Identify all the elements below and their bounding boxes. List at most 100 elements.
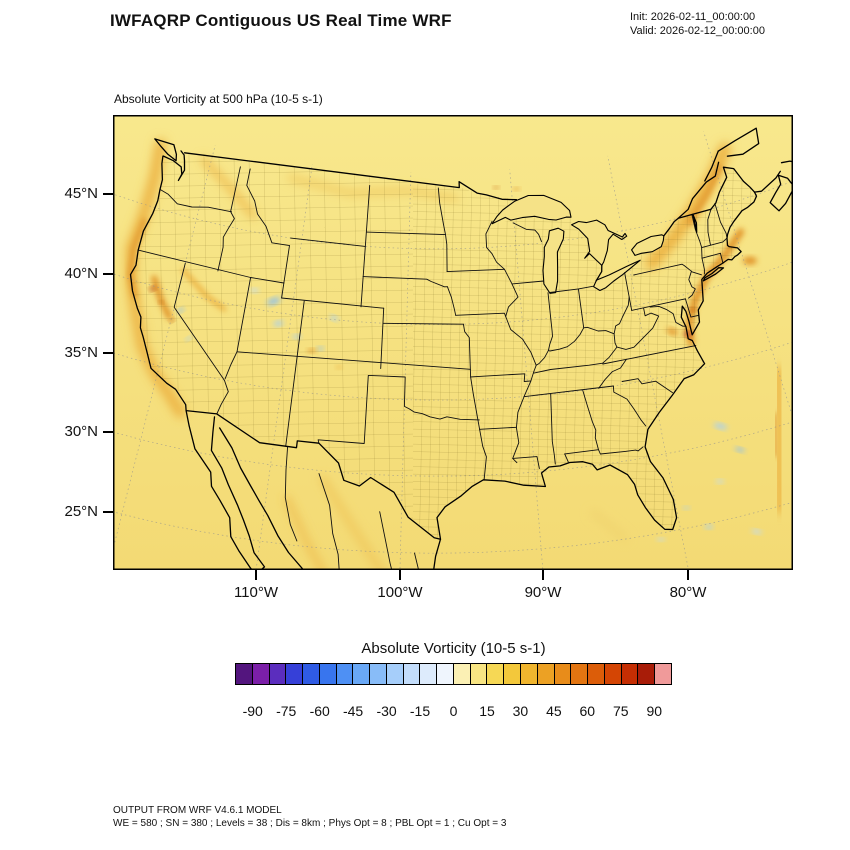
lat-axis-label: 25°N [64,503,98,520]
state-border [281,245,290,299]
colorbar-title: Absolute Vorticity (10-5 s-1) [361,640,546,657]
grid-meridian [607,155,696,607]
state-border [318,473,340,576]
lat-tick-mark [103,193,113,195]
colorbar-tick-label: -30 [376,703,397,719]
colorbar [235,663,672,685]
coastline [162,150,186,182]
colorbar-segment [386,664,404,684]
colorbar-tick-label: 15 [479,703,495,719]
lake [593,259,641,292]
colorbar-tick-label: 30 [512,703,529,719]
state-border [707,208,712,246]
init-time: Init: 2026-02-11_00:00:00 [630,11,756,23]
state-border [159,188,233,213]
colorbar-segment [336,664,354,684]
coastline [595,264,603,282]
state-border [512,456,540,470]
state-border [602,307,660,364]
lon-axis-label: 80°W [669,584,707,601]
state-border [714,202,728,239]
lat-axis-label: 35°N [64,344,98,361]
colorbar-segment [269,664,287,684]
colorbar-tick-labels: -90 -75 -60 -45 -30 -15 0 15 30 45 60 75 90 [235,703,672,721]
state-border [290,237,366,247]
coastline [210,416,266,575]
state-border [382,322,464,325]
colorbar-segment [403,664,421,684]
colorbar-segment [286,664,304,684]
state-border [512,222,542,243]
vorticity-band [773,366,785,514]
lat-axis-label: 30°N [64,423,98,440]
coastline [129,155,758,540]
colorbar-segment [504,664,522,684]
coastline [663,208,712,237]
vorticity-spot [751,529,762,534]
coastline [702,267,725,282]
coastline [753,170,781,193]
coastline [218,427,316,591]
coastline [154,138,178,162]
state-border [224,277,252,380]
model-times: Init: 2026-02-11_00:00:00 Valid: 2026-02… [630,10,765,38]
colorbar-segment [303,664,320,684]
colorbar-segment [470,664,488,684]
state-border [365,231,446,236]
colorbar-segment [319,664,337,684]
colorbar-segment [655,664,671,684]
colorbar-tick-label: 45 [546,703,562,719]
state-border [701,252,721,259]
state-border [173,262,229,415]
state-border [633,263,692,276]
state-border [535,296,630,366]
colorbar-segment [453,664,471,684]
colorbar-tick-label: -45 [342,703,364,719]
lat-axis-label: 40°N [64,265,98,282]
state-border [684,298,699,318]
colorbar-segment [638,664,656,684]
map-svg [0,115,850,632]
state-boundaries-layer [137,166,728,592]
state-border [217,211,235,272]
colorbar-segment [370,664,387,684]
state-border [691,271,702,276]
colorbar-tick-label: -15 [409,703,431,719]
state-border [621,378,673,394]
state-border [631,298,686,311]
footer: OUTPUT FROM WRF V4.6.1 MODEL WE = 580 ; … [113,804,506,830]
state-border [137,249,252,278]
state-border [462,323,481,430]
colorbar-segment [537,664,555,684]
field-subtitle: Absolute Vorticity at 500 hPa (10-5 s-1) [114,92,323,106]
state-border [577,288,585,329]
great-lakes-layer [491,194,665,294]
state-border [547,292,553,351]
coastline [717,127,760,157]
state-border [479,428,487,481]
colorbar-segment [437,664,454,684]
state-border [368,374,480,421]
vorticity-spot [683,506,690,510]
grid-parallel [14,399,850,477]
state-border [564,453,569,463]
coastline [692,213,698,233]
lat-tick-mark [103,431,113,433]
lon-tick-mark [687,570,689,580]
colorbar-tick-label: -60 [309,703,330,719]
vorticity-band [773,412,779,458]
coastline [183,152,518,201]
state-border [485,220,537,464]
colorbar-segment [571,664,589,684]
colorbar-segment [252,664,270,684]
state-border [599,446,644,455]
colorbar-tick-label: -90 [242,703,263,719]
state-border [446,268,505,273]
coastline [677,161,720,219]
lat-tick-mark [103,273,113,275]
state-border [446,286,457,316]
state-border [285,300,305,447]
colorbar-segment [521,664,538,684]
state-border [613,333,618,348]
map-plot [0,115,850,632]
